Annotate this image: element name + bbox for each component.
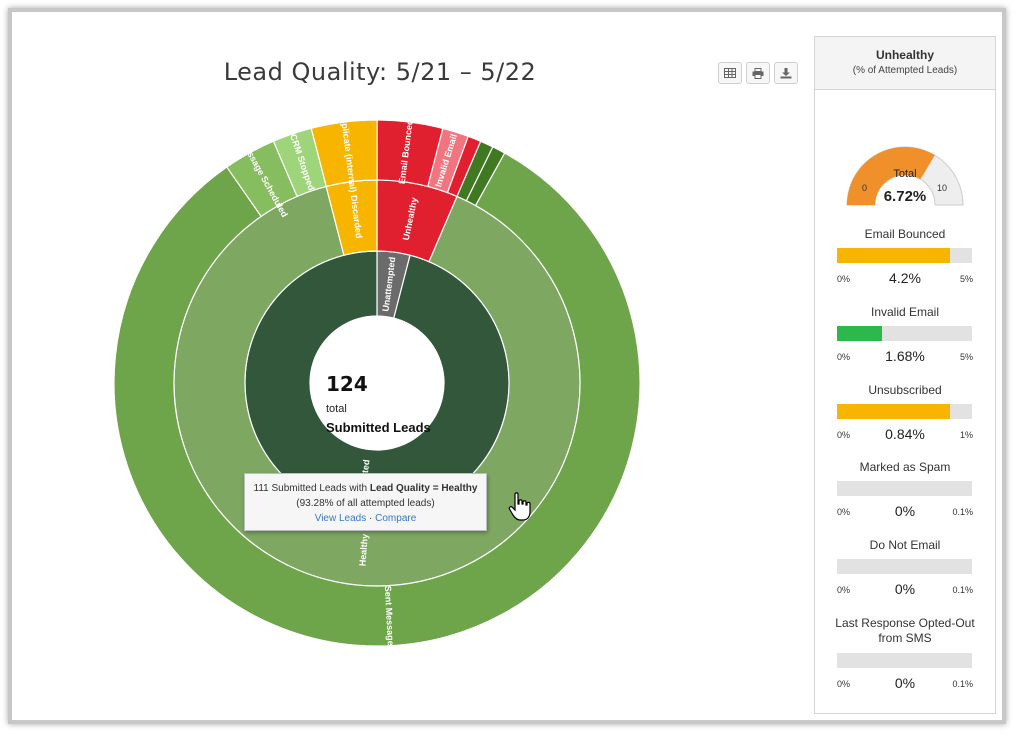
center-label: Submitted Leads: [326, 420, 431, 435]
metric-email-bounced: Email Bounced 0% 5% 4.2%: [815, 227, 995, 286]
unhealthy-panel: Unhealthy (% of Attempted Leads) 0 10 To…: [814, 36, 996, 714]
download-icon: [780, 67, 792, 78]
metric-max: 5%: [959, 274, 973, 284]
print-icon: [752, 67, 764, 79]
metric-bar: [837, 653, 972, 668]
metric-min: 0%: [837, 585, 851, 595]
tooltip-bold: Lead Quality = Healthy: [369, 483, 478, 494]
panel-subtitle: (% of Attempted Leads): [852, 65, 958, 76]
metric-value: 4.2%: [889, 270, 921, 286]
table-icon: [724, 68, 736, 78]
gauge-label: Total: [893, 168, 917, 180]
metric-min: 0%: [837, 352, 851, 362]
tooltip-line1: 111 Submitted Leads with Lead Quality = …: [245, 481, 486, 496]
metric-value: 0.84%: [885, 426, 925, 442]
metric-max: 0.1%: [952, 585, 973, 595]
metric-bar-fill: [837, 248, 951, 263]
metric-bar: [837, 404, 972, 419]
center-total-label: total: [326, 403, 347, 415]
metric-bar: [837, 559, 972, 574]
tooltip-links: View Leads · Compare: [245, 511, 486, 526]
metric-bar: [837, 326, 972, 341]
chart-title: Lead Quality: 5/21 – 5/22: [223, 58, 537, 86]
metric-max: 0.1%: [952, 507, 973, 517]
metric-value: 0%: [894, 675, 916, 691]
metric-last-response-opted-out-from-sms: Last Response Opted-Out from SMS 0% 0.1% 0%: [815, 616, 995, 691]
view-leads-link[interactable]: View Leads: [314, 513, 367, 524]
metric-min: 0%: [837, 274, 851, 284]
tooltip-line2: (93.28% of all attempted leads): [296, 498, 435, 509]
metric-label: Email Bounced: [864, 227, 946, 241]
hand-cursor-icon: [508, 492, 531, 521]
center-count: 124: [326, 372, 368, 396]
chart-tooltip: 111 Submitted Leads with Lead Quality = …: [244, 473, 487, 531]
total-gauge: [846, 146, 964, 206]
metric-label: Last Response Opted-Out from SMS: [835, 616, 975, 645]
metric-value: 1.68%: [885, 348, 925, 364]
panel-header: Unhealthy (% of Attempted Leads): [815, 37, 995, 90]
metric-invalid-email: Invalid Email 0% 5% 1.68%: [815, 305, 995, 364]
metric-marked-as-spam: Marked as Spam 0% 0.1% 0%: [815, 460, 995, 519]
metric-label: Marked as Spam: [859, 460, 951, 474]
metric-max: 1%: [959, 430, 973, 440]
metric-bar: [837, 481, 972, 496]
metric-unsubscribed: Unsubscribed 0% 1% 0.84%: [815, 383, 995, 442]
metric-max: 0.1%: [952, 679, 973, 689]
compare-link[interactable]: Compare: [375, 513, 417, 524]
metric-max: 5%: [959, 352, 973, 362]
gauge-min: 0: [862, 183, 868, 193]
metric-bar-fill: [837, 404, 951, 419]
download-button[interactable]: [774, 62, 798, 84]
gauge-fill: [847, 147, 935, 205]
gauge-max: 10: [937, 183, 948, 193]
metric-label: Unsubscribed: [868, 383, 942, 397]
metric-do-not-email: Do Not Email 0% 0.1% 0%: [815, 538, 995, 597]
panel-title: Unhealthy: [875, 48, 934, 62]
metric-bar-fill: [837, 326, 883, 341]
tooltip-prefix: 111 Submitted Leads with: [253, 483, 370, 494]
metric-min: 0%: [837, 430, 851, 440]
metric-value: 0%: [894, 581, 916, 597]
metric-min: 0%: [837, 679, 851, 689]
print-button[interactable]: [746, 62, 770, 84]
tooltip-separator: ·: [369, 513, 373, 524]
table-view-button[interactable]: [718, 62, 742, 84]
metric-label: Invalid Email: [870, 305, 940, 319]
gauge-value: 6.72%: [883, 188, 927, 205]
metric-value: 0%: [894, 503, 916, 519]
metric-label: Do Not Email: [869, 538, 941, 552]
metric-bar: [837, 248, 972, 263]
metric-min: 0%: [837, 507, 851, 517]
